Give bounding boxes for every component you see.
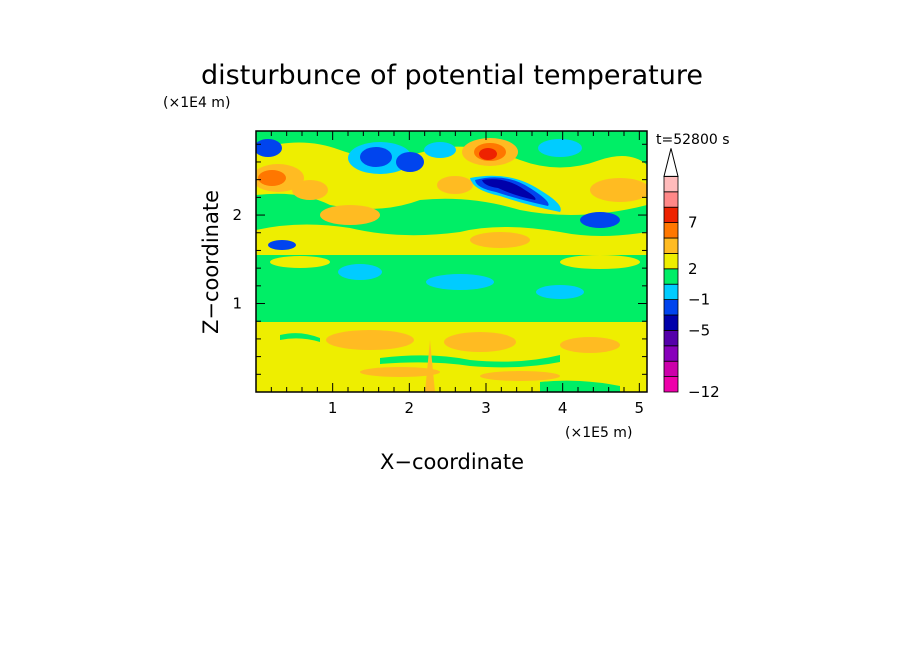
chart-title: disturbunce of potential temperature xyxy=(201,60,703,91)
field-patch-orange xyxy=(560,337,620,353)
field-patch-green-top xyxy=(256,131,647,168)
field-patch-green-streak xyxy=(540,380,620,392)
axis-ticks: 1 2 3 4 5 1 2 xyxy=(232,131,647,417)
colorbar-swatch xyxy=(663,222,679,239)
y-tick-label: 2 xyxy=(232,206,242,224)
field-patch-yellow xyxy=(270,256,330,268)
field-patch-darkblue xyxy=(482,179,536,200)
colorbar-swatch xyxy=(663,237,679,254)
x-axis-label: X−coordinate xyxy=(380,450,524,474)
colorbar-swatch xyxy=(663,299,679,316)
colorbar-swatch xyxy=(663,268,679,285)
colorbar-extend-arrow xyxy=(663,148,679,177)
colorbar-swatch xyxy=(663,360,679,378)
colorbar-swatch xyxy=(663,329,679,347)
field-patch-cyan xyxy=(338,264,382,280)
plot-frame xyxy=(255,130,648,393)
colorbar-tick-label: 2 xyxy=(688,260,698,278)
colorbar-swatch xyxy=(663,345,679,362)
colorbar-swatch xyxy=(663,283,679,301)
x-tick-label: 4 xyxy=(558,399,568,417)
field-patch-green-streak xyxy=(380,355,560,368)
field-patch-orange-core xyxy=(258,170,286,186)
x-tick-label: 3 xyxy=(481,399,491,417)
x-unit-label: (×1E5 m) xyxy=(565,425,632,441)
field-patch-orange xyxy=(360,367,440,377)
field-patch-orange-spike xyxy=(425,340,435,392)
field-patch-green-streak xyxy=(280,333,320,342)
field-patch-orange xyxy=(590,178,647,202)
field-patch-orange xyxy=(480,371,560,381)
field-patch-orange xyxy=(470,232,530,248)
field-patch-blue xyxy=(360,147,392,167)
field-patch-blue xyxy=(580,212,620,228)
field-patch-blue xyxy=(256,139,282,157)
colorbar-tick-label: −1 xyxy=(688,291,710,309)
colorbar-swatch xyxy=(663,206,679,223)
temperature-field xyxy=(256,131,647,392)
field-patch-orange xyxy=(292,180,328,200)
field-patch-red xyxy=(479,148,497,160)
field-patch-green-mid xyxy=(256,193,647,236)
field-patch-yellow xyxy=(560,255,640,269)
field-patch-orange xyxy=(326,330,414,350)
field-patch-blue xyxy=(268,240,296,250)
field-patch-cyan xyxy=(426,274,494,290)
field-patch-cyan xyxy=(536,285,584,299)
field-patch-orange xyxy=(444,332,516,352)
colorbar-swatch xyxy=(663,376,679,393)
field-patch-orange xyxy=(320,205,380,225)
colorbar-swatch xyxy=(663,191,679,208)
colorbar-tick-label: −12 xyxy=(688,383,720,401)
y-axis-label: Z−coordinate xyxy=(199,190,223,334)
y-unit-label: (×1E4 m) xyxy=(163,95,230,111)
field-lower-base xyxy=(256,322,647,392)
colorbar: 7 2 −1 −5 −12 xyxy=(663,148,720,401)
x-tick-label: 5 xyxy=(635,399,645,417)
colorbar-swatch xyxy=(663,175,679,193)
x-tick-label: 2 xyxy=(405,399,415,417)
colorbar-tick-label: −5 xyxy=(688,321,710,339)
field-patch-cyan xyxy=(424,142,456,158)
x-tick-label: 1 xyxy=(328,399,338,417)
field-patch-blue xyxy=(396,152,424,172)
colorbar-tick-label: 7 xyxy=(688,214,698,232)
time-label: t=52800 s xyxy=(656,132,730,148)
field-patch-orange xyxy=(437,176,473,194)
field-patch-cyan xyxy=(538,139,582,157)
colorbar-swatch xyxy=(663,252,679,270)
colorbar-swatch xyxy=(663,314,679,331)
y-tick-label: 1 xyxy=(232,295,242,313)
